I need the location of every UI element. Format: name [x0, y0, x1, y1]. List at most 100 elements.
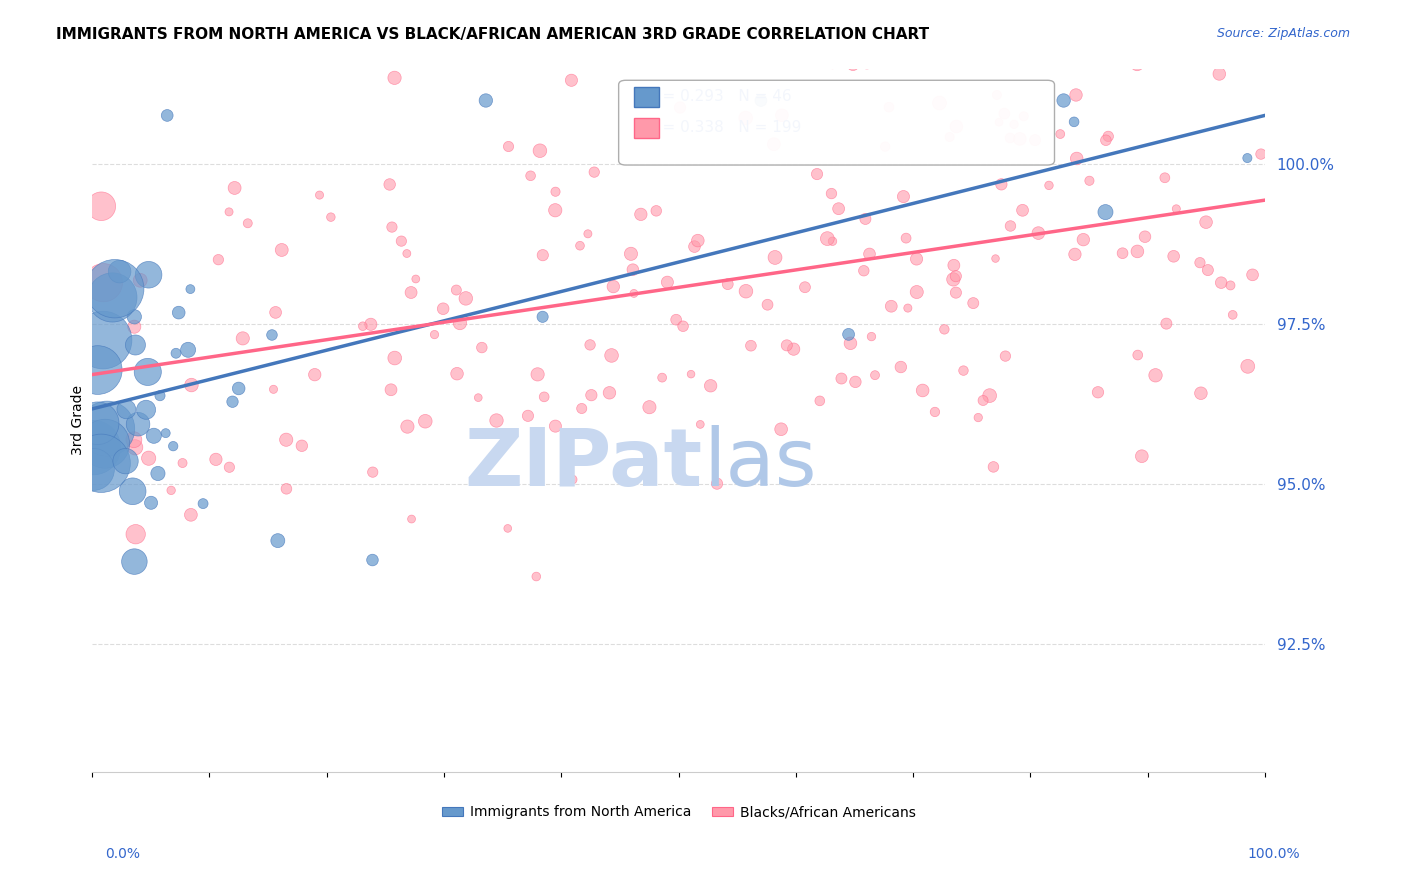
Point: [984, 252, 1007, 266]
Point: [911, 384, 934, 398]
Point: [630, 207, 652, 221]
Point: [264, 305, 287, 319]
Point: [699, 378, 721, 392]
Point: [291, 439, 314, 453]
Point: [124, 555, 146, 569]
Point: [449, 316, 471, 330]
Point: [842, 57, 865, 71]
Text: 0.0%: 0.0%: [105, 847, 141, 862]
Point: [1012, 109, 1035, 123]
Point: [180, 508, 202, 522]
Point: [124, 338, 146, 352]
Point: [104, 282, 127, 296]
Point: [1094, 205, 1116, 219]
Point: [361, 553, 384, 567]
Point: [942, 272, 965, 286]
Point: [821, 55, 844, 70]
Point: [621, 262, 644, 277]
Legend: Immigrants from North America, Blacks/African Americans: Immigrants from North America, Blacks/Af…: [436, 800, 921, 825]
Point: [485, 413, 508, 427]
Point: [1049, 29, 1071, 44]
Point: [806, 167, 828, 181]
Point: [533, 390, 555, 404]
Point: [180, 378, 202, 392]
Point: [1211, 276, 1233, 290]
Point: [1012, 46, 1035, 61]
Point: [531, 248, 554, 262]
Point: [87, 363, 110, 377]
Point: [990, 178, 1012, 192]
Point: [1052, 94, 1074, 108]
Point: [979, 389, 1001, 403]
Point: [938, 29, 960, 44]
Point: [905, 285, 928, 299]
Point: [645, 203, 668, 218]
Point: [1038, 178, 1060, 193]
Point: [218, 460, 240, 475]
Point: [1236, 151, 1258, 165]
Point: [101, 290, 124, 304]
Point: [560, 73, 582, 87]
Point: [827, 202, 849, 216]
Point: [91, 333, 114, 347]
Point: [945, 120, 967, 134]
Point: [149, 389, 172, 403]
Point: [517, 409, 540, 423]
Point: [165, 346, 187, 360]
Point: [115, 402, 138, 417]
Point: [446, 367, 468, 381]
Point: [129, 273, 152, 287]
Point: [672, 319, 695, 334]
Point: [304, 368, 326, 382]
Point: [135, 402, 157, 417]
Point: [1163, 249, 1185, 263]
Point: [156, 108, 179, 122]
Point: [526, 368, 548, 382]
Point: [1028, 226, 1050, 240]
Point: [1250, 147, 1272, 161]
Point: [475, 94, 498, 108]
Point: [380, 383, 402, 397]
Point: [121, 484, 143, 499]
Point: [665, 312, 688, 326]
Point: [860, 329, 883, 343]
Point: [1011, 203, 1033, 218]
Point: [1078, 174, 1101, 188]
Point: [498, 139, 520, 153]
Point: [986, 87, 1008, 102]
Point: [467, 391, 489, 405]
Point: [267, 533, 290, 548]
Point: [1126, 57, 1149, 71]
Point: [90, 456, 112, 470]
Point: [1166, 202, 1188, 216]
Point: [794, 280, 817, 294]
Point: [1097, 129, 1119, 144]
Point: [270, 243, 292, 257]
Point: [689, 417, 711, 432]
Point: [1133, 229, 1156, 244]
Point: [1156, 317, 1178, 331]
Point: [94, 436, 117, 450]
Point: [276, 482, 298, 496]
Point: [260, 328, 283, 343]
Point: [1111, 246, 1133, 260]
Point: [122, 433, 145, 447]
Point: [1063, 115, 1085, 129]
Point: [893, 189, 915, 203]
Text: IMMIGRANTS FROM NORTH AMERICA VS BLACK/AFRICAN AMERICAN 3RD GRADE CORRELATION CH: IMMIGRANTS FROM NORTH AMERICA VS BLACK/A…: [56, 27, 929, 42]
Point: [967, 410, 990, 425]
Point: [96, 422, 118, 436]
Point: [1236, 359, 1258, 374]
Point: [221, 394, 243, 409]
Point: [179, 282, 201, 296]
Point: [808, 393, 831, 408]
Text: las: las: [703, 425, 817, 503]
Point: [160, 483, 183, 498]
Point: [127, 417, 149, 432]
Point: [396, 419, 419, 434]
Point: [90, 199, 112, 213]
Point: [1130, 449, 1153, 463]
Point: [897, 301, 920, 315]
Point: [683, 239, 706, 253]
Point: [942, 258, 965, 272]
